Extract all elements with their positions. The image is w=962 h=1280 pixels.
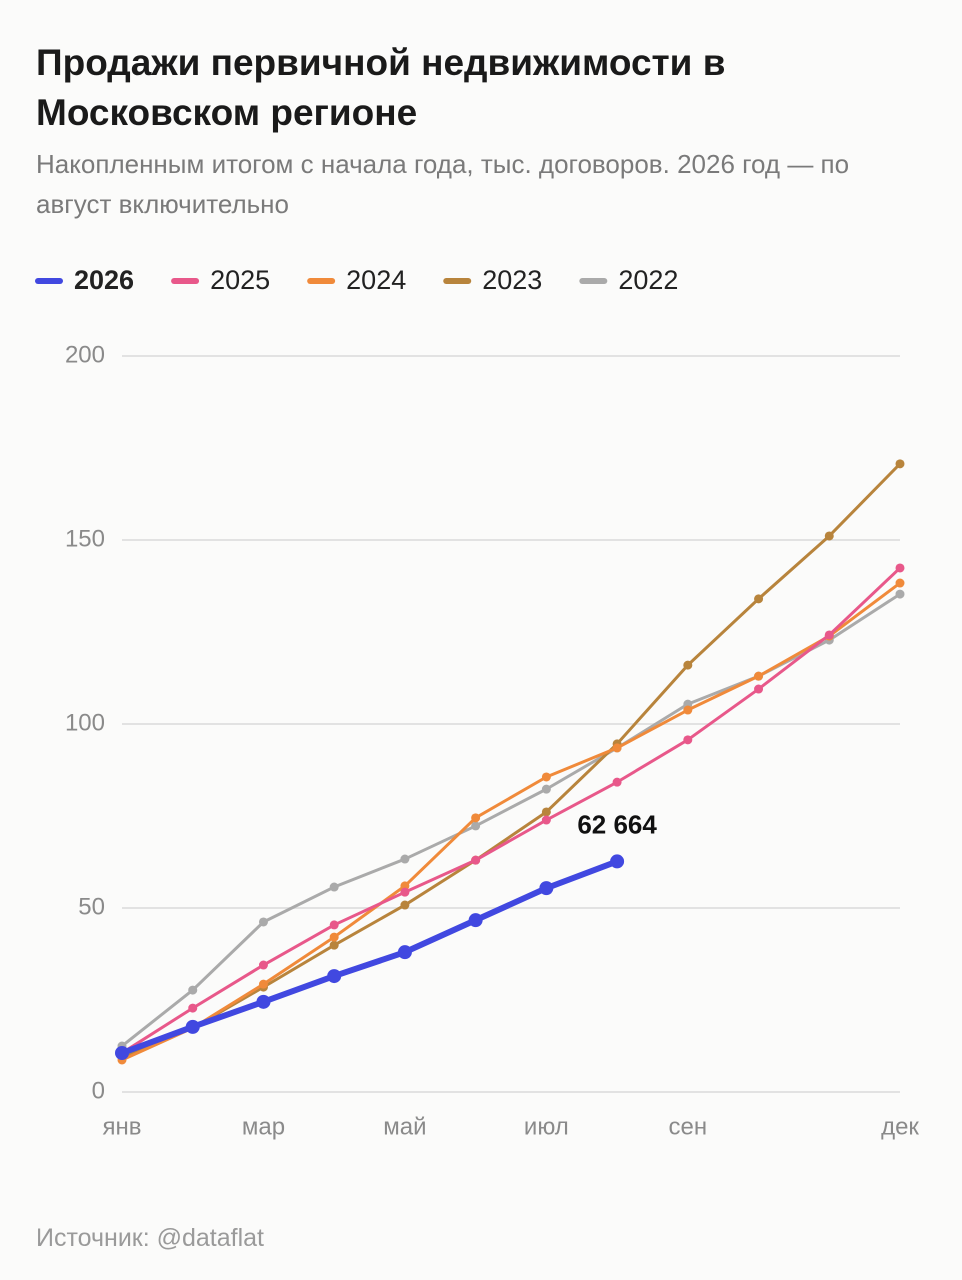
series-point: [258, 979, 268, 989]
data-label: 62 664: [577, 809, 657, 839]
x-tick-label: дек: [881, 1113, 919, 1140]
series-point: [471, 813, 481, 823]
series-point: [471, 855, 481, 865]
series-point: [468, 913, 483, 928]
series-point: [329, 932, 339, 942]
legend-label: 2025: [210, 265, 270, 295]
series-point: [541, 772, 551, 782]
series-point: [610, 854, 625, 869]
series-point: [683, 705, 693, 715]
series-point: [400, 887, 410, 897]
series-point: [258, 960, 268, 970]
series-point: [329, 920, 339, 930]
chart-title: Продажи первичной недвижимости в Московс…: [36, 42, 726, 133]
x-tick-label: мар: [242, 1113, 285, 1140]
series-point: [895, 459, 905, 469]
series-point: [541, 784, 551, 794]
series-point: [541, 807, 551, 817]
series-point: [327, 969, 342, 984]
y-tick-label: 0: [92, 1077, 105, 1104]
series-point: [400, 854, 410, 864]
legend-label: 2023: [482, 265, 542, 295]
series-line: [120, 581, 902, 1062]
series-point: [400, 881, 410, 891]
series-line: [120, 462, 902, 1059]
legend-label: 2024: [346, 265, 406, 295]
series-point: [612, 777, 622, 787]
x-tick-label: июл: [524, 1113, 569, 1140]
series-point: [754, 684, 764, 694]
series-point: [541, 815, 551, 825]
series-point: [895, 563, 905, 573]
series-point: [115, 1045, 129, 1060]
series-line: [120, 566, 902, 1055]
series-point: [329, 940, 339, 950]
series-point: [329, 882, 339, 892]
series-point: [400, 900, 410, 910]
source: Источник: @dataflat: [36, 1224, 265, 1252]
y-tick-label: 100: [65, 709, 105, 736]
chart-subtitle: Накопленным итогом с начала года, тыс. д…: [36, 149, 850, 219]
y-tick-label: 150: [65, 525, 105, 552]
series-point: [185, 1019, 200, 1034]
series-point: [397, 945, 412, 960]
series-point: [539, 881, 554, 896]
series-point: [754, 594, 764, 604]
series-point: [612, 743, 622, 753]
series-point: [895, 589, 905, 599]
series-point: [188, 985, 198, 995]
series-point: [683, 660, 693, 670]
x-tick-label: сен: [669, 1113, 708, 1140]
series-point: [258, 917, 268, 927]
series-point: [824, 531, 834, 541]
x-tick-label: май: [383, 1113, 426, 1140]
y-tick-label: 200: [65, 341, 105, 368]
series-point: [471, 821, 481, 831]
series-point: [895, 578, 905, 588]
series-point: [824, 630, 834, 640]
x-tick-label: янв: [103, 1113, 142, 1140]
series-point: [754, 671, 764, 681]
legend-label: 2026: [74, 265, 134, 295]
legend-label: 2022: [618, 265, 678, 295]
y-tick-label: 50: [78, 893, 105, 920]
series-point: [256, 994, 271, 1009]
series-line: [119, 858, 621, 1056]
series-point: [683, 735, 693, 745]
series-point: [188, 1003, 198, 1013]
